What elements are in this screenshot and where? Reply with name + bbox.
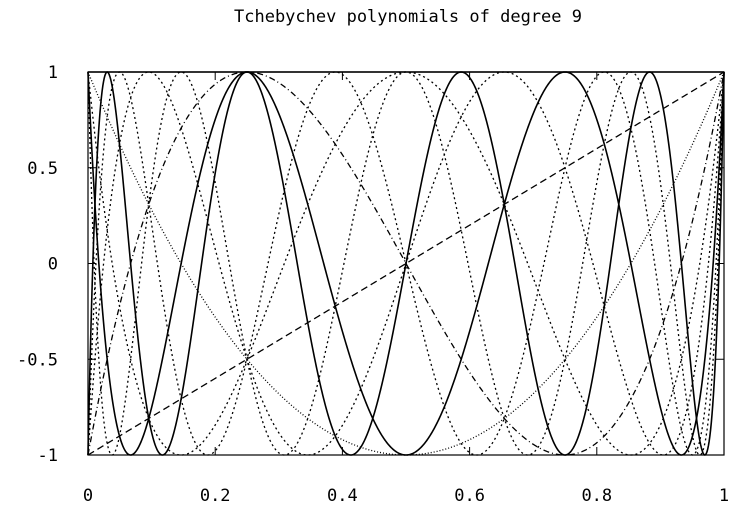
x-tick-label: 0.4 [327,486,358,506]
y-tick-label: 0.5 [27,159,58,179]
x-tick-label: 0 [83,486,93,506]
series-line-T3 [87,71,725,456]
series-line-T4 [87,71,725,456]
series-line-T2 [87,71,725,456]
x-tick-label: 0.6 [454,486,485,506]
y-tick-label: 1 [48,63,58,83]
plot-area [87,71,725,456]
x-tick-label: 1 [719,486,729,506]
series-line-T1 [87,71,725,456]
chart-title: Tchebychev polynomials of degree 9 [234,7,582,27]
y-tick-label: 0 [48,255,58,275]
axis-ticks: 0 0.2 0.4 0.6 0.8 1 1 0.5 0 -0.5 -1 [17,63,729,506]
series-line-T8 [87,71,725,456]
y-tick-label: -0.5 [17,350,58,370]
series-line-T9 [87,71,725,456]
x-tick-label: 0.2 [200,486,231,506]
y-tick-label: -1 [38,446,58,466]
x-tick-label: 0.8 [581,486,612,506]
